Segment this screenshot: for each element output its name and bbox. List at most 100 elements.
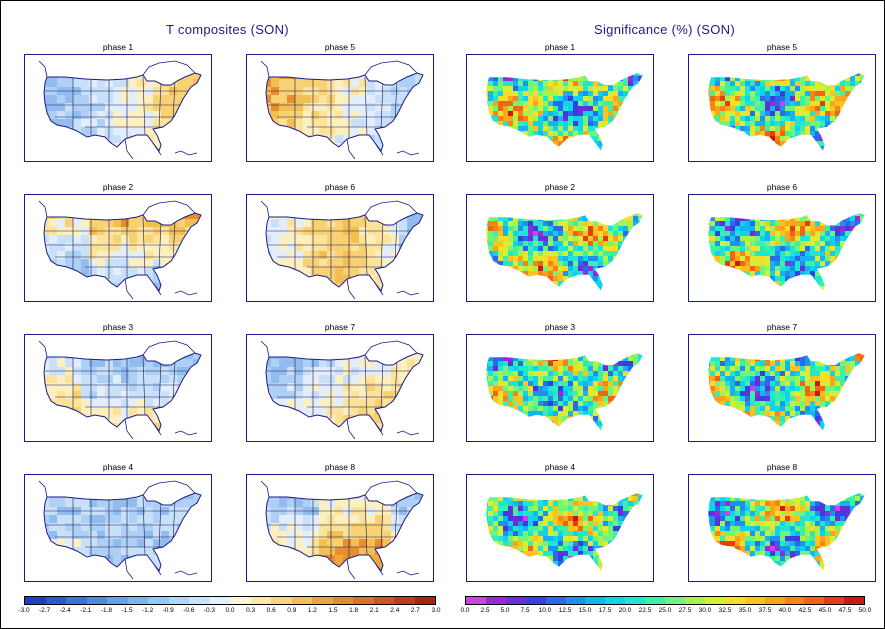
map-frame	[688, 474, 876, 582]
map-frame	[466, 194, 654, 302]
significance-colorbar-tick-label: 17.5	[598, 607, 612, 614]
significance-colorbar-swatch	[784, 597, 805, 604]
panel-title: phase 7	[324, 322, 356, 332]
temperature-colorbar-swatch	[271, 597, 292, 604]
temperature-colorbar-tick-label: -2.7	[38, 607, 51, 614]
significance-colorbar-tick-label: 20.0	[618, 607, 632, 614]
temperature-colorbar-swatch	[394, 597, 415, 604]
significance-colorbar-tick-label: 30.0	[698, 607, 712, 614]
temperature-colorbar-tick-label: -1.5	[121, 607, 133, 614]
us-outline	[485, 492, 644, 572]
surrounding-coastlines	[38, 60, 198, 160]
temperature-field	[266, 213, 423, 291]
significance-colorbar-tick-label: 2.5	[480, 607, 490, 614]
us-outline	[43, 72, 202, 153]
map-frame	[246, 474, 434, 582]
significance-map	[485, 212, 644, 292]
significance-map	[485, 72, 644, 152]
significance-colorbar-tick-label: 40.0	[778, 607, 792, 614]
temperature-colorbar-tick-label: 0.9	[287, 607, 297, 614]
temperature-colorbar-swatch	[250, 597, 271, 604]
significance-colorbar-swatch	[545, 597, 566, 604]
temperature-map	[260, 340, 424, 440]
panel-title: phase 5	[324, 42, 356, 52]
panel-title: phase 3	[102, 322, 134, 332]
significance-colorbar-swatch	[485, 597, 506, 604]
temperature-colorbar-swatch	[148, 597, 169, 604]
temperature-colorbar-swatch	[209, 597, 230, 604]
temperature-map	[260, 480, 424, 580]
temperature-map	[38, 480, 202, 580]
significance-colorbar-tick-label: 25.0	[658, 607, 672, 614]
us-outline	[265, 212, 424, 293]
significance-colorbar-swatch	[744, 597, 765, 604]
panel-title: phase 2	[102, 182, 134, 192]
temperature-colorbar-tick-label: 1.8	[349, 607, 359, 614]
temperature-colorbar-tick-label: 0.3	[246, 607, 256, 614]
significance-colorbar-tick-label: 50.0	[858, 607, 872, 614]
temperature-colorbar-tick-label: -2.1	[80, 607, 92, 614]
panel-title: phase 3	[544, 322, 576, 332]
significance-colorbar-swatch	[565, 597, 586, 604]
temperature-field	[44, 213, 201, 291]
state-boundaries	[45, 215, 201, 279]
significance-map	[707, 352, 866, 432]
temperature-colorbar-swatch	[230, 597, 251, 604]
state-boundaries	[45, 355, 201, 419]
significance-colorbar-tick-label: 0.0	[460, 607, 470, 614]
significance-field	[486, 353, 643, 431]
temperature-field	[266, 73, 423, 151]
map-frame	[24, 474, 212, 582]
map-frame	[24, 334, 212, 442]
significance-colorbar-swatch	[525, 597, 546, 604]
significance-colorbar-tick-label: 47.5	[838, 607, 852, 614]
state-boundaries	[45, 75, 201, 139]
significance-colorbar-tick-label: 42.5	[798, 607, 812, 614]
significance-colorbar-tick-label: 32.5	[718, 607, 732, 614]
temperature-colorbar-tick-label: 1.2	[307, 607, 317, 614]
significance-colorbar-swatch	[625, 597, 646, 604]
significance-colorbar-swatch	[844, 597, 865, 604]
temperature-colorbar-tick-label: 0.6	[266, 607, 276, 614]
temperature-colorbar-swatch	[189, 597, 210, 604]
panel-title: phase 4	[102, 462, 134, 472]
surrounding-coastlines	[260, 60, 420, 160]
temperature-colorbar-swatch	[414, 597, 435, 604]
significance-field	[708, 353, 865, 431]
temperature-colorbar-tick-label: -1.8	[100, 607, 112, 614]
surrounding-coastlines	[260, 200, 420, 300]
state-boundaries	[267, 215, 423, 279]
significance-colorbar-tick-label: 35.0	[738, 607, 752, 614]
map-frame	[466, 54, 654, 162]
panel-title: phase 8	[324, 462, 356, 472]
temperature-colorbar-swatch	[107, 597, 128, 604]
temperature-colorbar-tick-label: 1.5	[328, 607, 338, 614]
temperature-colorbar-tick-label: -0.6	[183, 607, 195, 614]
temperature-colorbar-ticks: -3.0 -2.7 -2.4 -2.1 -1.8 -1.5 -1.2 -0.9 -0.6 -0.3…	[18, 607, 440, 617]
panel-title: phase 2	[544, 182, 576, 192]
temperature-colorbar-swatch	[127, 597, 148, 604]
temperature-map	[260, 60, 424, 160]
significance-map	[707, 72, 866, 152]
temperature-colorbar-swatch	[332, 597, 353, 604]
temperature-colorbar-swatch	[66, 597, 87, 604]
temperature-map	[38, 340, 202, 440]
panel-title: phase 1	[102, 42, 134, 52]
panel-title: phase 6	[324, 182, 356, 192]
us-outline	[43, 352, 202, 433]
significance-colorbar-tick-label: 10.0	[538, 607, 552, 614]
panel-title: phase 8	[766, 462, 798, 472]
significance-colorbar	[465, 596, 865, 605]
panel-title: phase 1	[544, 42, 576, 52]
temperature-map	[38, 200, 202, 300]
us-outline	[43, 212, 202, 293]
temperature-colorbar-swatch	[353, 597, 374, 604]
significance-colorbar-swatch	[605, 597, 626, 604]
us-outline	[485, 352, 644, 432]
significance-colorbar-tick-label: 27.5	[678, 607, 692, 614]
panel-title: phase 7	[766, 322, 798, 332]
map-frame	[688, 334, 876, 442]
map-frame	[466, 334, 654, 442]
map-frame	[24, 54, 212, 162]
temperature-field	[266, 353, 423, 431]
